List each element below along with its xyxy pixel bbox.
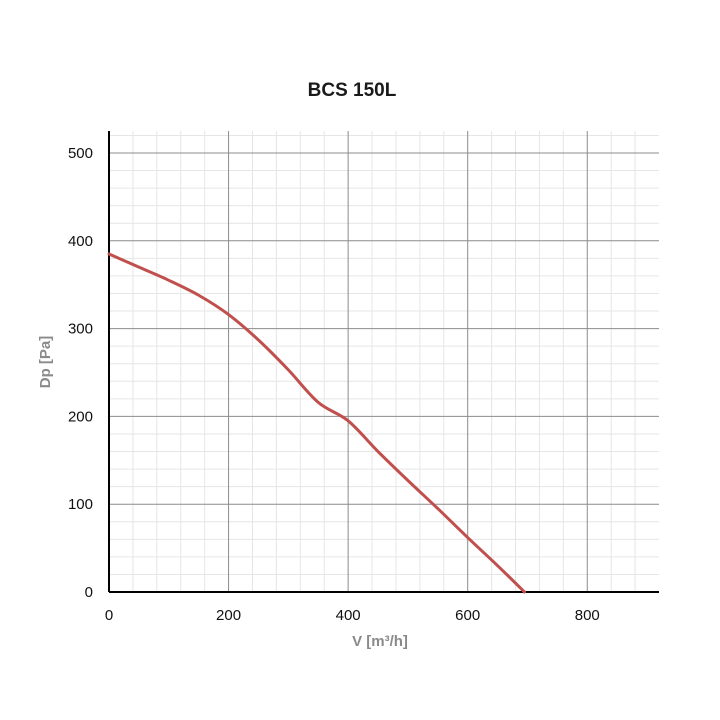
major-grid xyxy=(109,131,659,592)
x-tick-label: 400 xyxy=(336,607,361,624)
y-tick-label: 200 xyxy=(68,408,93,425)
y-tick-label: 0 xyxy=(85,584,93,601)
chart-title: BCS 150L xyxy=(308,80,397,101)
y-tick-label: 300 xyxy=(68,321,93,338)
y-axis-label: Dp [Pa] xyxy=(37,336,54,389)
y-tick-label: 500 xyxy=(68,145,93,162)
y-tick-label: 100 xyxy=(68,496,93,513)
y-tick-labels: 0 100 200 300 400 500 xyxy=(68,145,93,601)
minor-grid xyxy=(109,131,659,592)
x-tick-label: 800 xyxy=(575,607,600,624)
x-axis-label: V [m³/h] xyxy=(352,633,408,650)
y-tick-label: 400 xyxy=(68,233,93,250)
series-line xyxy=(107,252,526,594)
x-tick-label: 200 xyxy=(216,607,241,624)
x-tick-label: 600 xyxy=(455,607,480,624)
x-tick-label: 0 xyxy=(105,607,113,624)
x-tick-labels: 0 200 400 600 800 xyxy=(105,607,600,624)
axes xyxy=(108,131,659,593)
series-layer xyxy=(107,252,526,594)
